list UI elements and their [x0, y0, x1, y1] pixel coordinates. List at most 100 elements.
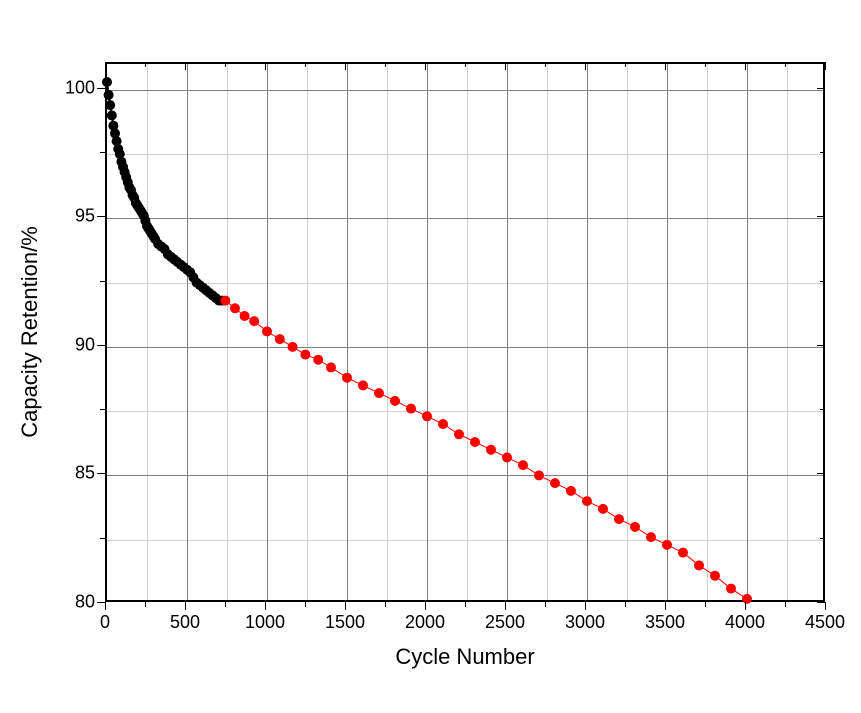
marker-projected [550, 478, 560, 488]
marker-projected [342, 373, 352, 383]
y-tick-label: 95 [61, 206, 95, 227]
marker-projected [566, 486, 576, 496]
tick-minor [100, 409, 105, 410]
marker-projected [374, 388, 384, 398]
marker-projected [249, 316, 259, 326]
tick-minor [820, 281, 825, 282]
tick-minor [545, 62, 546, 67]
y-tick-label: 90 [61, 334, 95, 355]
tick [97, 473, 105, 474]
tick [585, 602, 586, 610]
tick [265, 602, 266, 610]
tick [97, 345, 105, 346]
marker-projected [454, 429, 464, 439]
tick [97, 216, 105, 217]
series-line-measured [107, 82, 222, 301]
y-axis-label: Capacity Retention/% [17, 226, 43, 438]
marker-projected [630, 522, 640, 532]
tick-minor [100, 152, 105, 153]
marker-projected [300, 350, 310, 360]
x-tick-label: 2500 [485, 612, 525, 633]
tick [425, 62, 426, 70]
tick-minor [465, 602, 466, 607]
marker-projected [678, 548, 688, 558]
x-tick-label: 3000 [565, 612, 605, 633]
marker-projected [582, 496, 592, 506]
tick [817, 602, 825, 603]
tick [185, 62, 186, 70]
tick [825, 602, 826, 610]
tick [817, 345, 825, 346]
tick-minor [305, 602, 306, 607]
marker-projected [275, 334, 285, 344]
tick-minor [145, 602, 146, 607]
marker-measured [105, 100, 115, 110]
tick [265, 62, 266, 70]
marker-projected [438, 419, 448, 429]
marker-projected [534, 470, 544, 480]
marker-projected [694, 560, 704, 570]
tick [97, 602, 105, 603]
marker-projected [358, 380, 368, 390]
data-layer [107, 64, 827, 604]
marker-projected [726, 584, 736, 594]
x-tick-label: 2000 [405, 612, 445, 633]
tick [97, 88, 105, 89]
tick-minor [225, 602, 226, 607]
tick-minor [785, 62, 786, 67]
marker-projected [710, 571, 720, 581]
tick-minor [100, 538, 105, 539]
tick [665, 62, 666, 70]
tick-minor [705, 602, 706, 607]
x-tick-label: 3500 [645, 612, 685, 633]
x-tick-label: 4500 [805, 612, 845, 633]
tick [825, 62, 826, 70]
marker-projected [313, 355, 323, 365]
tick [817, 473, 825, 474]
tick [817, 88, 825, 89]
marker-measured [104, 90, 114, 100]
marker-projected [742, 594, 752, 604]
tick-minor [820, 538, 825, 539]
x-tick-label: 0 [100, 612, 110, 633]
x-tick-label: 500 [170, 612, 200, 633]
tick-minor [145, 62, 146, 67]
tick-minor [305, 62, 306, 67]
tick [745, 602, 746, 610]
tick-minor [385, 62, 386, 67]
marker-projected [502, 452, 512, 462]
tick-minor [705, 62, 706, 67]
tick-minor [225, 62, 226, 67]
tick [585, 62, 586, 70]
y-tick-label: 85 [61, 463, 95, 484]
tick-minor [820, 152, 825, 153]
marker-projected [518, 460, 528, 470]
marker-projected [326, 362, 336, 372]
y-tick-label: 80 [61, 592, 95, 613]
tick [345, 602, 346, 610]
tick-minor [465, 62, 466, 67]
tick-minor [385, 602, 386, 607]
tick-minor [545, 602, 546, 607]
tick-minor [625, 602, 626, 607]
chart-container: Cycle Number Capacity Retention/% 0 500 10… [0, 0, 861, 713]
x-tick-label: 1500 [325, 612, 365, 633]
tick-minor [785, 602, 786, 607]
y-tick-label: 100 [61, 77, 95, 98]
tick [665, 602, 666, 610]
x-tick-label: 4000 [725, 612, 765, 633]
marker-projected [390, 396, 400, 406]
marker-projected [262, 326, 272, 336]
tick [505, 602, 506, 610]
marker-projected [230, 303, 240, 313]
marker-projected [288, 342, 298, 352]
marker-projected [470, 437, 480, 447]
marker-projected [220, 296, 230, 306]
x-tick-label: 1000 [245, 612, 285, 633]
tick [105, 62, 106, 70]
marker-measured [102, 77, 112, 87]
tick [505, 62, 506, 70]
tick-minor [625, 62, 626, 67]
tick [745, 62, 746, 70]
x-axis-label: Cycle Number [395, 644, 534, 670]
